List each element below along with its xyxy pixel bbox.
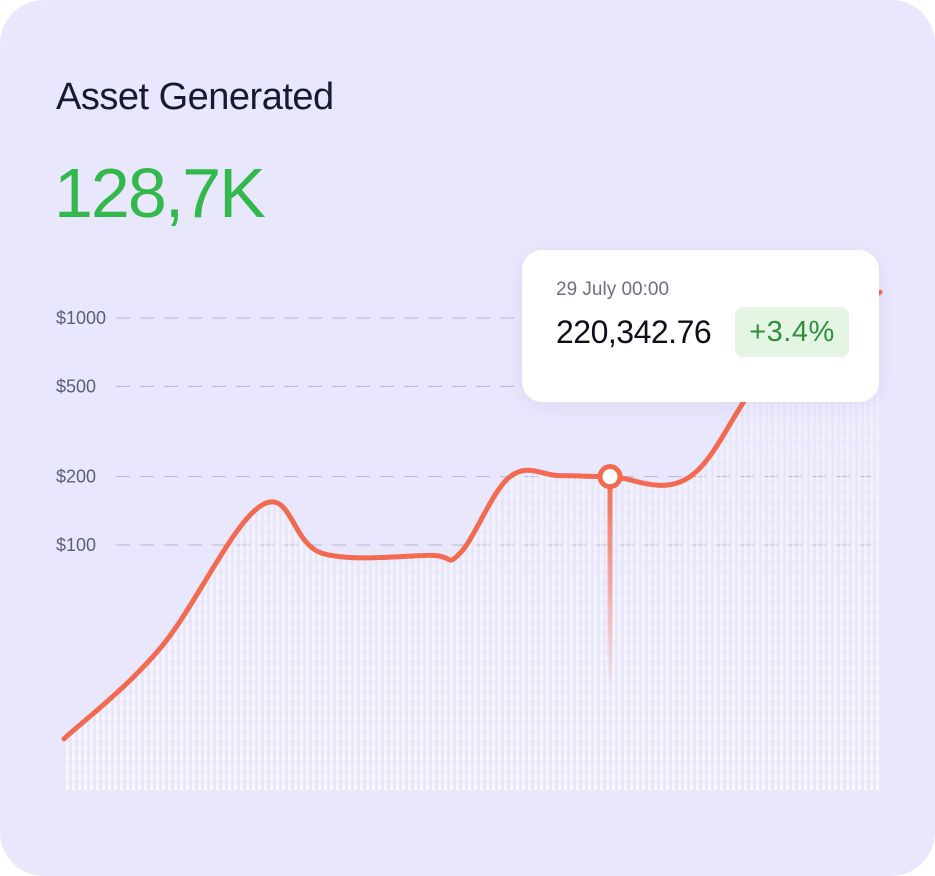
y-tick-label: $200 [56,467,96,487]
series-line [61,289,883,742]
tooltip-date: 29 July 00:00 [556,279,670,300]
y-tick-label: $1000 [56,308,106,328]
tooltip-value: 220,342.76 [556,314,712,350]
hover-drop-line [607,476,613,690]
y-tick-label: $500 [56,376,96,396]
y-tick-label: $100 [56,535,96,555]
area-fill [64,292,880,790]
value-tooltip: 29 July 00:00 220,342.76 +3.4% [522,250,879,402]
change-badge: +3.4% [735,307,849,357]
hover-point-marker [597,464,623,490]
card-title: Asset Generated [56,76,334,118]
total-value: 128,7K [54,154,266,232]
